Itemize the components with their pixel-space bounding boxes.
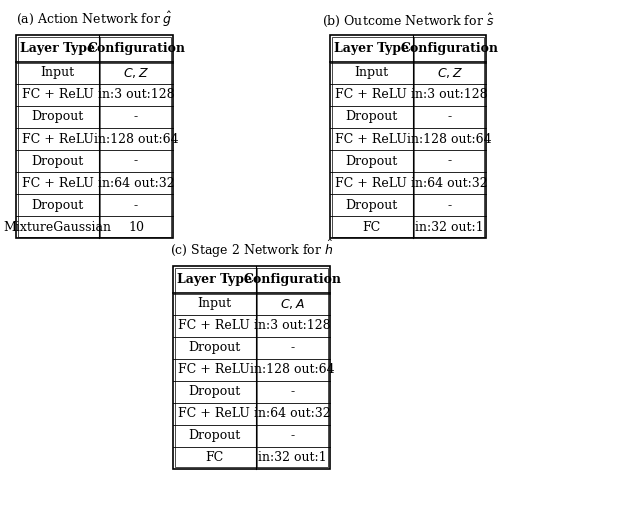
Text: -: - [447,155,452,168]
Text: in:64 out:32: in:64 out:32 [412,176,488,190]
Text: -: - [447,199,452,212]
Text: Dropout: Dropout [188,429,241,443]
Text: Layer Type: Layer Type [333,42,409,55]
Text: in:64 out:32: in:64 out:32 [255,407,331,420]
Text: Dropout: Dropout [188,385,241,399]
Text: in:32 out:1: in:32 out:1 [259,451,327,464]
Text: -: - [134,199,138,212]
Text: Layer Type: Layer Type [177,273,252,286]
Text: FC + ReLU: FC + ReLU [179,407,250,420]
Text: Input: Input [354,66,388,80]
Text: Input: Input [40,66,75,80]
Text: FC + ReLU: FC + ReLU [22,176,93,190]
Bar [16,35,173,238]
Text: -: - [291,385,295,399]
Text: MixtureGaussian: MixtureGaussian [4,221,111,234]
Bar [18,37,171,237]
Text: FC + ReLU: FC + ReLU [335,132,407,146]
Text: in:3 out:128: in:3 out:128 [255,319,331,332]
Text: -: - [447,111,452,124]
Text: -: - [134,111,138,124]
Text: Configuration: Configuration [87,42,185,55]
Text: -: - [291,429,295,443]
Text: FC + ReLU: FC + ReLU [179,363,250,376]
Text: $C, A$: $C, A$ [280,297,305,311]
Text: FC: FC [362,221,380,234]
Text: in:32 out:1: in:32 out:1 [415,221,484,234]
Text: Dropout: Dropout [31,155,84,168]
Text: Input: Input [197,297,232,310]
Text: in:3 out:128: in:3 out:128 [412,88,488,101]
Text: FC: FC [205,451,223,464]
Text: Dropout: Dropout [31,199,84,212]
Bar [175,268,328,467]
Text: in:128 out:64: in:128 out:64 [250,363,335,376]
Text: (b) Outcome Network for $\hat{s}$: (b) Outcome Network for $\hat{s}$ [322,12,494,29]
Text: FC + ReLU: FC + ReLU [22,132,93,146]
Bar [330,35,486,238]
Text: FC + ReLU: FC + ReLU [335,176,407,190]
Text: Configuration: Configuration [244,273,342,286]
Text: 10: 10 [128,221,144,234]
Text: Configuration: Configuration [401,42,499,55]
Text: Dropout: Dropout [188,341,241,354]
Text: Layer Type: Layer Type [20,42,95,55]
Text: Dropout: Dropout [31,111,84,124]
Text: in:64 out:32: in:64 out:32 [98,176,174,190]
Text: (a) Action Network for $\hat{g}$: (a) Action Network for $\hat{g}$ [16,10,173,29]
Bar [173,266,330,469]
Text: in:128 out:64: in:128 out:64 [93,132,179,146]
Text: in:128 out:64: in:128 out:64 [407,132,492,146]
Text: (c) Stage 2 Network for $\hat{h}$: (c) Stage 2 Network for $\hat{h}$ [170,238,333,260]
Text: in:3 out:128: in:3 out:128 [98,88,174,101]
Text: -: - [134,155,138,168]
Text: FC + ReLU: FC + ReLU [179,319,250,332]
Text: Dropout: Dropout [345,155,397,168]
Bar [332,37,484,237]
Text: $C, Z$: $C, Z$ [436,66,463,80]
Text: FC + ReLU: FC + ReLU [22,88,93,101]
Text: FC + ReLU: FC + ReLU [335,88,407,101]
Text: Dropout: Dropout [345,199,397,212]
Text: -: - [291,341,295,354]
Text: Dropout: Dropout [345,111,397,124]
Text: $C, Z$: $C, Z$ [123,66,149,80]
